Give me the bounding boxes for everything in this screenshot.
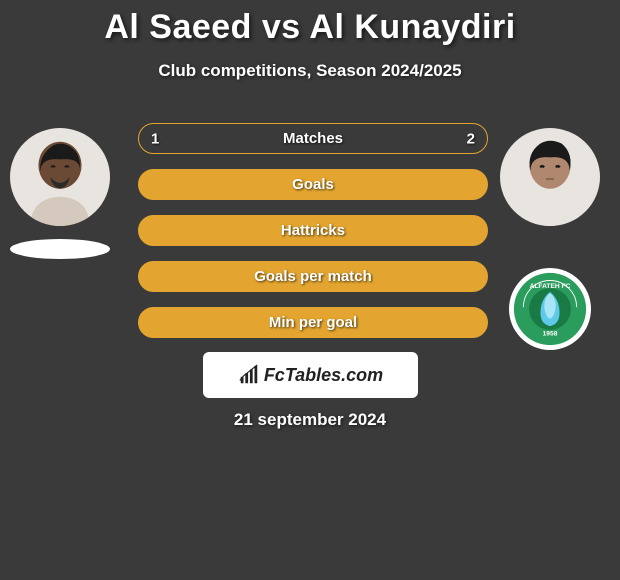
svg-text:1958: 1958	[543, 331, 558, 338]
bar-chart-icon	[238, 364, 260, 386]
club-crest-icon: ALFATEH FC 1958	[512, 271, 588, 347]
player-left-avatar	[10, 128, 110, 226]
left-player-column	[10, 128, 110, 259]
bar-label: Matches	[283, 130, 343, 147]
page-title: Al Saeed vs Al Kunaydiri	[0, 0, 620, 47]
date-text: 21 september 2024	[0, 410, 620, 430]
person-silhouette-icon	[10, 128, 110, 226]
player-right-avatar	[500, 128, 600, 226]
bar-label: Goals	[292, 176, 334, 193]
bar-left-value: 1	[151, 130, 159, 147]
stat-bar-min-per-goal: Min per goal	[138, 307, 488, 338]
bar-right-value: 2	[467, 130, 475, 147]
bar-label: Goals per match	[254, 268, 372, 285]
player-right-club-logo: ALFATEH FC 1958	[509, 268, 591, 350]
subtitle: Club competitions, Season 2024/2025	[0, 61, 620, 81]
right-player-column: ALFATEH FC 1958	[500, 128, 600, 350]
comparison-bars: 1 Matches 2 Goals Hattricks Goals per match Mi…	[138, 123, 488, 338]
person-silhouette-icon	[500, 128, 600, 226]
bar-label: Hattricks	[281, 222, 345, 239]
stat-bar-matches: 1 Matches 2	[138, 123, 488, 154]
bar-label: Min per goal	[269, 314, 357, 331]
brand-watermark: FcTables.com	[203, 352, 418, 398]
brand-text: FcTables.com	[264, 365, 383, 386]
stat-bar-hattricks: Hattricks	[138, 215, 488, 246]
stat-bar-goals: Goals	[138, 169, 488, 200]
player-left-club-logo	[10, 239, 110, 259]
stat-bar-goals-per-match: Goals per match	[138, 261, 488, 292]
